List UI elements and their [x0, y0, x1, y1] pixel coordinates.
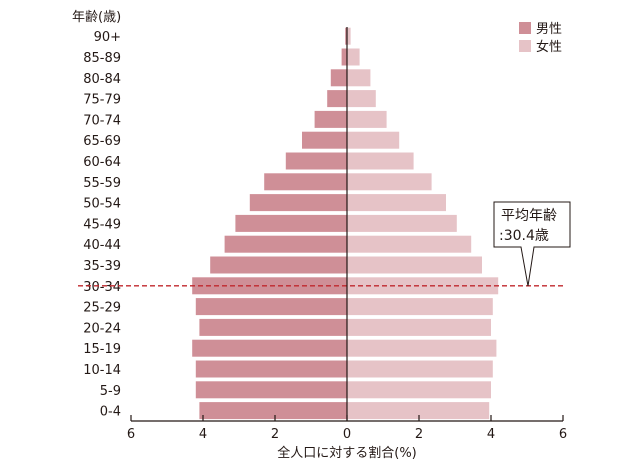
- age-label-20-24: 20-24: [83, 321, 121, 336]
- bar-female-80-84: [347, 69, 371, 87]
- age-label-10-14: 10-14: [83, 363, 121, 378]
- bar-female-65-69: [347, 131, 400, 149]
- bar-male-65-69: [302, 131, 347, 149]
- bar-female-20-24: [347, 318, 491, 336]
- bar-female-70-74: [347, 110, 387, 128]
- age-label-55-59: 55-59: [83, 176, 121, 191]
- age-label-70-74: 70-74: [83, 113, 121, 128]
- bar-female-75-79: [347, 90, 376, 108]
- legend-swatch-female: [519, 40, 531, 52]
- bar-female-85-89: [347, 48, 360, 66]
- bar-female-90+: [347, 27, 351, 45]
- age-label-50-54: 50-54: [83, 197, 121, 212]
- bar-male-5-9: [195, 381, 347, 399]
- bar-female-55-59: [347, 173, 432, 191]
- age-category-labels: 0-4 5-9 10-14 15-19 20-24 25-29 30-34 35-39 40-4…: [83, 30, 121, 419]
- bar-male-45-49: [235, 214, 347, 232]
- bar-male-50-54: [249, 194, 347, 212]
- bar-male-80-84: [330, 69, 347, 87]
- average-age-value: :30.4歳: [499, 228, 549, 244]
- bar-female-45-49: [347, 214, 457, 232]
- bar-male-25-29: [195, 298, 347, 316]
- bar-female-0-4: [347, 402, 490, 420]
- bars-group: [192, 27, 499, 420]
- x-tick-label-3: 0: [343, 427, 351, 442]
- age-label-30-34: 30-34: [83, 280, 121, 295]
- age-label-40-44: 40-44: [83, 238, 121, 253]
- x-axis: 6 4 2 0 2 4 6: [127, 415, 567, 442]
- legend-label-female: 女性: [536, 39, 562, 55]
- bar-male-30-34: [192, 277, 347, 295]
- bar-male-70-74: [314, 110, 347, 128]
- age-label-65-69: 65-69: [83, 134, 121, 149]
- x-tick-label-6: 6: [559, 427, 567, 442]
- bar-female-50-54: [347, 194, 446, 212]
- age-label-25-29: 25-29: [83, 301, 121, 316]
- bar-male-10-14: [195, 360, 347, 378]
- bar-male-35-39: [210, 256, 347, 274]
- age-label-85-89: 85-89: [83, 51, 121, 66]
- bar-female-25-29: [347, 298, 493, 316]
- bar-male-20-24: [199, 318, 347, 336]
- bar-female-40-44: [347, 235, 472, 253]
- bar-male-85-89: [341, 48, 347, 66]
- bar-male-40-44: [224, 235, 347, 253]
- bar-female-5-9: [347, 381, 491, 399]
- bar-female-15-19: [347, 339, 497, 357]
- average-age-label: 平均年齢: [501, 208, 557, 224]
- bar-male-15-19: [192, 339, 347, 357]
- age-label-60-64: 60-64: [83, 155, 121, 170]
- bar-male-60-64: [285, 152, 347, 170]
- age-label-90+: 90+: [94, 30, 121, 45]
- age-label-80-84: 80-84: [83, 72, 121, 87]
- legend-swatch-male: [519, 22, 531, 34]
- age-label-15-19: 15-19: [83, 342, 121, 357]
- age-label-75-79: 75-79: [83, 93, 121, 108]
- average-age-callout-box: [493, 201, 571, 287]
- x-axis-title: 全人口に対する割合(%): [277, 445, 417, 461]
- x-tick-label-4: 2: [415, 427, 423, 442]
- age-label-45-49: 45-49: [83, 217, 121, 232]
- bar-male-55-59: [264, 173, 347, 191]
- bar-male-90+: [345, 27, 347, 45]
- bar-female-10-14: [347, 360, 493, 378]
- average-age-annotation: 平均年齢 :30.4歳: [78, 201, 571, 287]
- y-axis-title: 年齢(歳): [72, 10, 121, 25]
- bar-male-0-4: [199, 402, 347, 420]
- x-tick-label-0: 6: [127, 427, 135, 442]
- x-tick-label-1: 4: [199, 427, 207, 442]
- x-tick-label-5: 4: [487, 427, 495, 442]
- x-tick-label-2: 2: [271, 427, 279, 442]
- age-label-0-4: 0-4: [100, 405, 121, 420]
- bar-male-75-79: [327, 90, 347, 108]
- bar-female-35-39: [347, 256, 482, 274]
- legend: 男性 女性: [519, 22, 562, 55]
- bar-female-60-64: [347, 152, 414, 170]
- legend-label-male: 男性: [536, 22, 562, 37]
- age-label-5-9: 5-9: [100, 384, 121, 399]
- age-label-35-39: 35-39: [83, 259, 121, 274]
